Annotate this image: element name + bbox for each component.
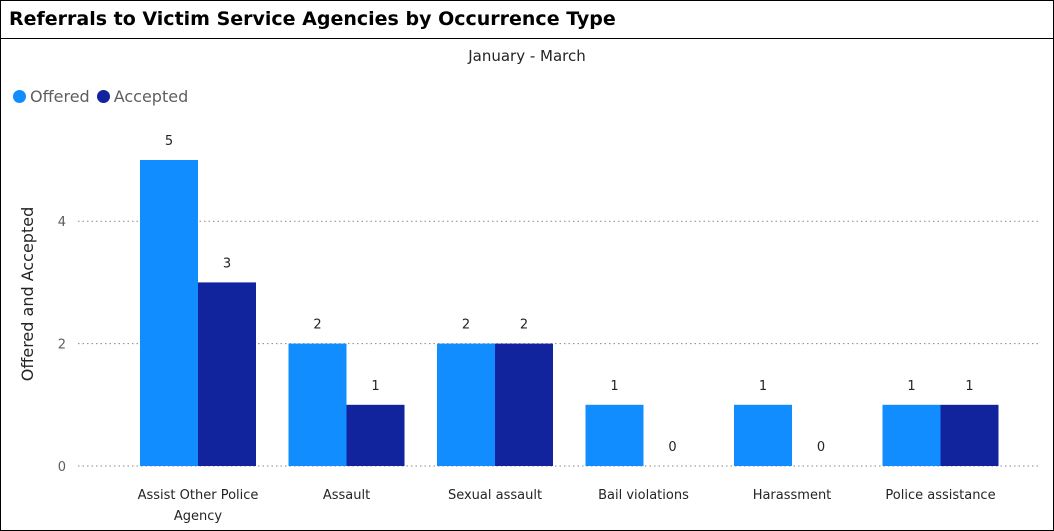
legend-item-offered[interactable]: Offered bbox=[13, 87, 90, 106]
chart-subtitle: January - March bbox=[468, 47, 586, 65]
bar-offered-1 bbox=[288, 343, 347, 466]
x-tick-label: Harassment bbox=[753, 488, 832, 503]
y-tick-label: 2 bbox=[58, 338, 66, 353]
bar-accepted-0 bbox=[198, 282, 256, 466]
data-label-accepted: 1 bbox=[371, 379, 379, 394]
data-label-accepted: 1 bbox=[965, 379, 973, 394]
y-tick-label: 0 bbox=[58, 460, 66, 475]
data-label-accepted: 3 bbox=[223, 256, 231, 271]
data-label-offered: 2 bbox=[462, 318, 470, 333]
y-axis-title: Offered and Accepted bbox=[18, 207, 37, 382]
bar-offered-4 bbox=[734, 404, 792, 466]
legend-marker-accepted bbox=[96, 90, 110, 103]
data-label-accepted: 0 bbox=[668, 440, 676, 455]
data-label-offered: 1 bbox=[907, 379, 915, 394]
data-label-offered: 2 bbox=[313, 318, 321, 333]
legend-marker-offered bbox=[13, 90, 26, 103]
x-tick-label: Bail violations bbox=[598, 488, 689, 503]
data-label-accepted: 0 bbox=[817, 440, 825, 455]
bar-accepted-2 bbox=[495, 343, 553, 466]
x-tick-label: Agency bbox=[174, 509, 223, 524]
bar-offered-0 bbox=[140, 160, 198, 466]
legend-label-offered: Offered bbox=[30, 87, 90, 106]
bar-offered-2 bbox=[437, 343, 495, 466]
bar-accepted-5 bbox=[940, 404, 999, 466]
bar-offered-5 bbox=[882, 404, 941, 466]
bar-accepted-1 bbox=[346, 404, 405, 466]
x-tick-label: Sexual assault bbox=[448, 488, 542, 503]
data-label-accepted: 2 bbox=[520, 318, 528, 333]
bar-offered-3 bbox=[585, 404, 644, 466]
legend-label-accepted: Accepted bbox=[113, 87, 189, 106]
data-label-offered: 1 bbox=[759, 379, 767, 394]
data-label-offered: 5 bbox=[165, 134, 173, 149]
x-tick-label: Assist Other Police bbox=[138, 488, 259, 503]
data-label-offered: 1 bbox=[610, 379, 618, 394]
x-tick-label: Assault bbox=[323, 488, 370, 503]
y-tick-label: 4 bbox=[58, 215, 66, 230]
x-tick-label: Police assistance bbox=[885, 488, 995, 503]
legend[interactable]: Offered Accepted bbox=[13, 87, 195, 106]
title-bar: Referrals to Victim Service Agencies by … bbox=[1, 1, 1053, 39]
chart-title: Referrals to Victim Service Agencies by … bbox=[9, 8, 616, 30]
legend-item-accepted[interactable]: Accepted bbox=[96, 87, 189, 106]
